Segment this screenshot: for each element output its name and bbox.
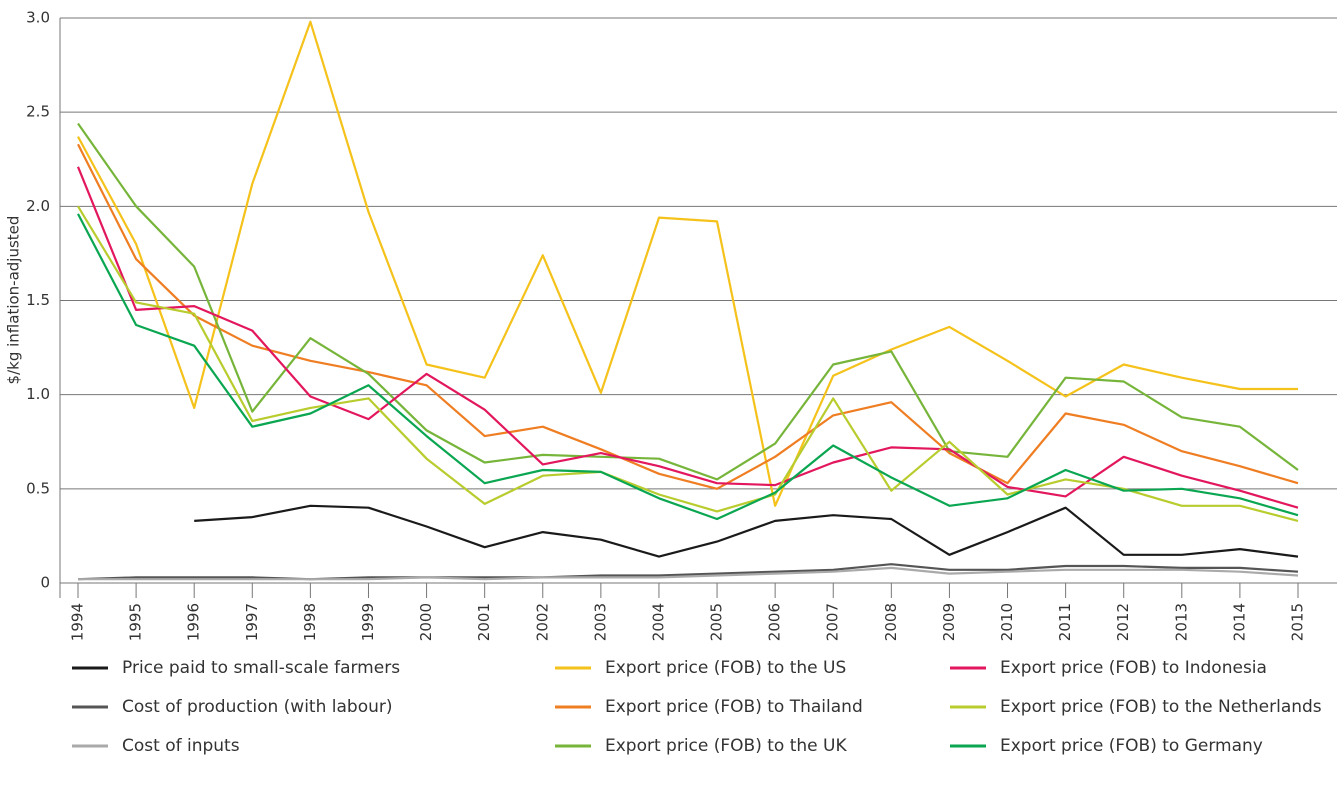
x-tick-label: 2009 — [940, 603, 958, 641]
x-tick-label: 2010 — [998, 603, 1016, 641]
x-tick-label: 2013 — [1172, 603, 1190, 641]
y-tick-label: 0 — [40, 574, 50, 592]
x-tick-label: 1995 — [127, 603, 145, 641]
series-line — [77, 143, 1299, 490]
x-tick-label: 2003 — [591, 603, 609, 641]
legend-label: Export price (FOB) to Thailand — [605, 697, 863, 717]
x-tick-label: 2014 — [1230, 603, 1248, 641]
series-line — [77, 122, 1299, 481]
x-tick-label: 2007 — [824, 603, 842, 641]
legend-label: Price paid to small-scale farmers — [122, 658, 400, 678]
x-tick-label: 1998 — [301, 603, 319, 641]
y-axis-label: $/kg inflation-adjusted — [5, 216, 23, 385]
x-tick-label: 2001 — [475, 603, 493, 641]
x-tick-label: 1999 — [359, 603, 377, 641]
x-tick-label: 2008 — [882, 603, 900, 641]
legend-label: Cost of production (with labour) — [122, 697, 393, 717]
x-tick-label: 1996 — [185, 603, 203, 641]
legend-label: Cost of inputs — [122, 736, 240, 756]
legend-label: Export price (FOB) to Indonesia — [1000, 658, 1267, 678]
x-tick-label: 2011 — [1056, 603, 1074, 641]
y-tick-label: 2.0 — [26, 197, 50, 215]
y-tick-label: 2.5 — [26, 103, 50, 121]
series-line — [77, 205, 1299, 522]
legend-label: Export price (FOB) to the US — [605, 658, 846, 678]
legend-label: Export price (FOB) to Germany — [1000, 736, 1263, 756]
x-tick-label: 2000 — [417, 603, 435, 641]
x-tick-label: 2005 — [708, 603, 726, 641]
x-tick-label: 2006 — [766, 603, 784, 641]
x-tick-label: 1994 — [69, 603, 87, 641]
x-tick-label: 2012 — [1114, 603, 1132, 641]
series-line — [77, 20, 1298, 507]
x-tick-label: 2015 — [1289, 603, 1307, 641]
y-tick-label: 0.5 — [26, 479, 50, 497]
x-tick-label: 2002 — [533, 603, 551, 641]
series-line — [77, 213, 1299, 521]
x-tick-label: 1997 — [243, 603, 261, 641]
y-tick-label: 3.0 — [26, 9, 50, 27]
x-tick-label: 2004 — [649, 603, 667, 641]
y-tick-label: 1.0 — [26, 385, 50, 403]
legend-label: Export price (FOB) to the Netherlands — [1000, 697, 1322, 717]
y-tick-label: 1.5 — [26, 291, 50, 309]
series-line — [78, 566, 1299, 581]
series-line — [194, 504, 1299, 558]
legend-label: Export price (FOB) to the UK — [605, 736, 847, 756]
series-line — [76, 166, 1299, 509]
